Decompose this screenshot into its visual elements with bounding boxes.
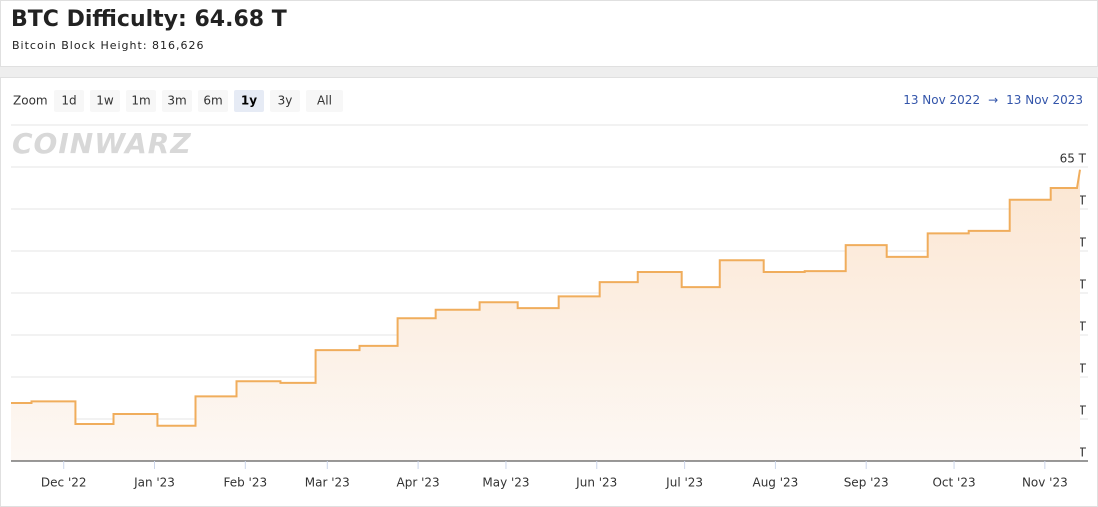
zoom-button[interactable] (270, 90, 300, 112)
zoom-label: Zoom (13, 94, 48, 108)
x-tick-label: Feb '23 (223, 476, 267, 490)
title: BTC Difficulty: 64.68 T (11, 7, 287, 32)
zoom-button-label[interactable]: 3y (278, 94, 293, 108)
zoom-button[interactable] (234, 90, 264, 112)
range-to: 13 Nov 2023 (1006, 93, 1083, 107)
zoom-button-label[interactable]: 1w (96, 94, 114, 108)
x-tick-label: Sep '23 (844, 476, 889, 490)
x-tick-label: Aug '23 (752, 476, 798, 490)
x-tick-label: Dec '22 (41, 476, 87, 490)
x-tick-label: Jun '23 (575, 476, 617, 490)
zoom-button[interactable] (126, 90, 156, 112)
subtitle: Bitcoin Block Height: 816,626 (12, 39, 205, 52)
x-tick-label: Oct '23 (932, 476, 975, 490)
zoom-button[interactable] (162, 90, 192, 112)
x-tick-label: Jul '23 (665, 476, 703, 490)
zoom-button-label[interactable]: 1y (241, 94, 257, 108)
zoom-button[interactable] (306, 90, 343, 112)
x-tick-label: Jan '23 (133, 476, 175, 490)
area (11, 169, 1080, 462)
watermark: COINWARZ (12, 127, 192, 160)
y-tick-label: 65 T (1060, 152, 1087, 166)
x-tick-label: Nov '23 (1022, 476, 1068, 490)
zoom-button[interactable] (54, 90, 84, 112)
range-from: 13 Nov 2022 (903, 93, 980, 107)
zoom-button-label[interactable]: All (317, 94, 332, 108)
zoom-button-label[interactable]: 6m (203, 94, 222, 108)
zoom-button[interactable] (198, 90, 228, 112)
zoom-button[interactable] (90, 90, 120, 112)
zoom-button-label[interactable]: 1m (131, 94, 150, 108)
zoom-button-label[interactable]: 3m (167, 94, 186, 108)
header: BTC Difficulty: 64.68 T Bitcoin Block He… (0, 0, 1098, 67)
x-tick-label: May '23 (482, 476, 529, 490)
x-tick-label: Mar '23 (305, 476, 350, 490)
line (11, 169, 1081, 427)
zoom-button-label[interactable]: 1d (61, 94, 76, 108)
date-range: 13 Nov 2022 → 13 Nov 2023 (903, 93, 1083, 107)
x-tick-label: Apr '23 (397, 476, 440, 490)
range-arrow: → (988, 93, 998, 107)
